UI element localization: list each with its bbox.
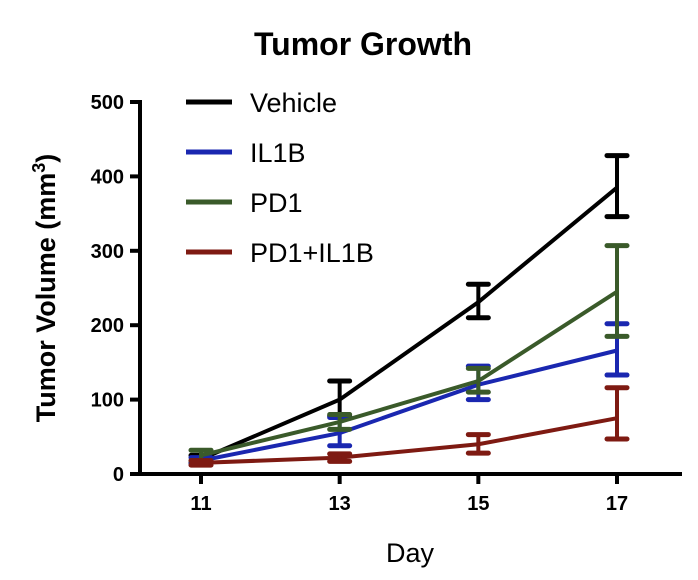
legend: Vehicle IL1B PD1 PD1+IL1B xyxy=(186,88,374,268)
series-line xyxy=(200,348,618,463)
x-tick-label: 13 xyxy=(329,493,351,515)
legend-label: IL1B xyxy=(250,138,306,168)
legend-label: PD1 xyxy=(250,188,303,218)
x-tick-label: 15 xyxy=(467,493,489,515)
series-pd1 xyxy=(188,243,630,464)
legend-label: PD1+IL1B xyxy=(250,238,374,268)
y-axis-label: Tumor Volume (mm3) xyxy=(29,154,61,423)
x-tick-label: 17 xyxy=(606,493,628,515)
data-point xyxy=(199,453,203,458)
axes: 0 100 200 300 400 500 11 13 15 17 xyxy=(91,92,682,515)
chart-title: Tumor Growth xyxy=(254,26,472,62)
x-tick-label: 11 xyxy=(190,493,211,515)
series-line xyxy=(200,416,618,465)
data-point xyxy=(476,300,481,305)
data-point xyxy=(199,460,203,465)
legend-label: Vehicle xyxy=(250,88,337,118)
data-point xyxy=(476,379,481,383)
data-point xyxy=(337,455,342,460)
y-tick-label: 300 xyxy=(91,241,124,263)
data-point xyxy=(615,185,619,190)
y-tick-label: 0 xyxy=(113,464,124,486)
data-point xyxy=(476,442,481,447)
data-point xyxy=(337,397,342,402)
data-point xyxy=(615,348,619,353)
data-point xyxy=(337,419,342,424)
series-line xyxy=(200,186,619,461)
y-tick-label: 200 xyxy=(91,315,124,337)
y-tick-label: 400 xyxy=(91,166,124,188)
series-line xyxy=(200,290,619,458)
data-point xyxy=(337,431,342,436)
series-pd1-il1b xyxy=(188,385,630,468)
series-group xyxy=(188,153,630,468)
y-tick-label: 500 xyxy=(91,92,124,114)
data-point xyxy=(615,416,619,421)
x-axis-label: Day xyxy=(386,538,435,568)
data-point xyxy=(615,289,619,294)
y-tick-label: 100 xyxy=(91,390,124,412)
